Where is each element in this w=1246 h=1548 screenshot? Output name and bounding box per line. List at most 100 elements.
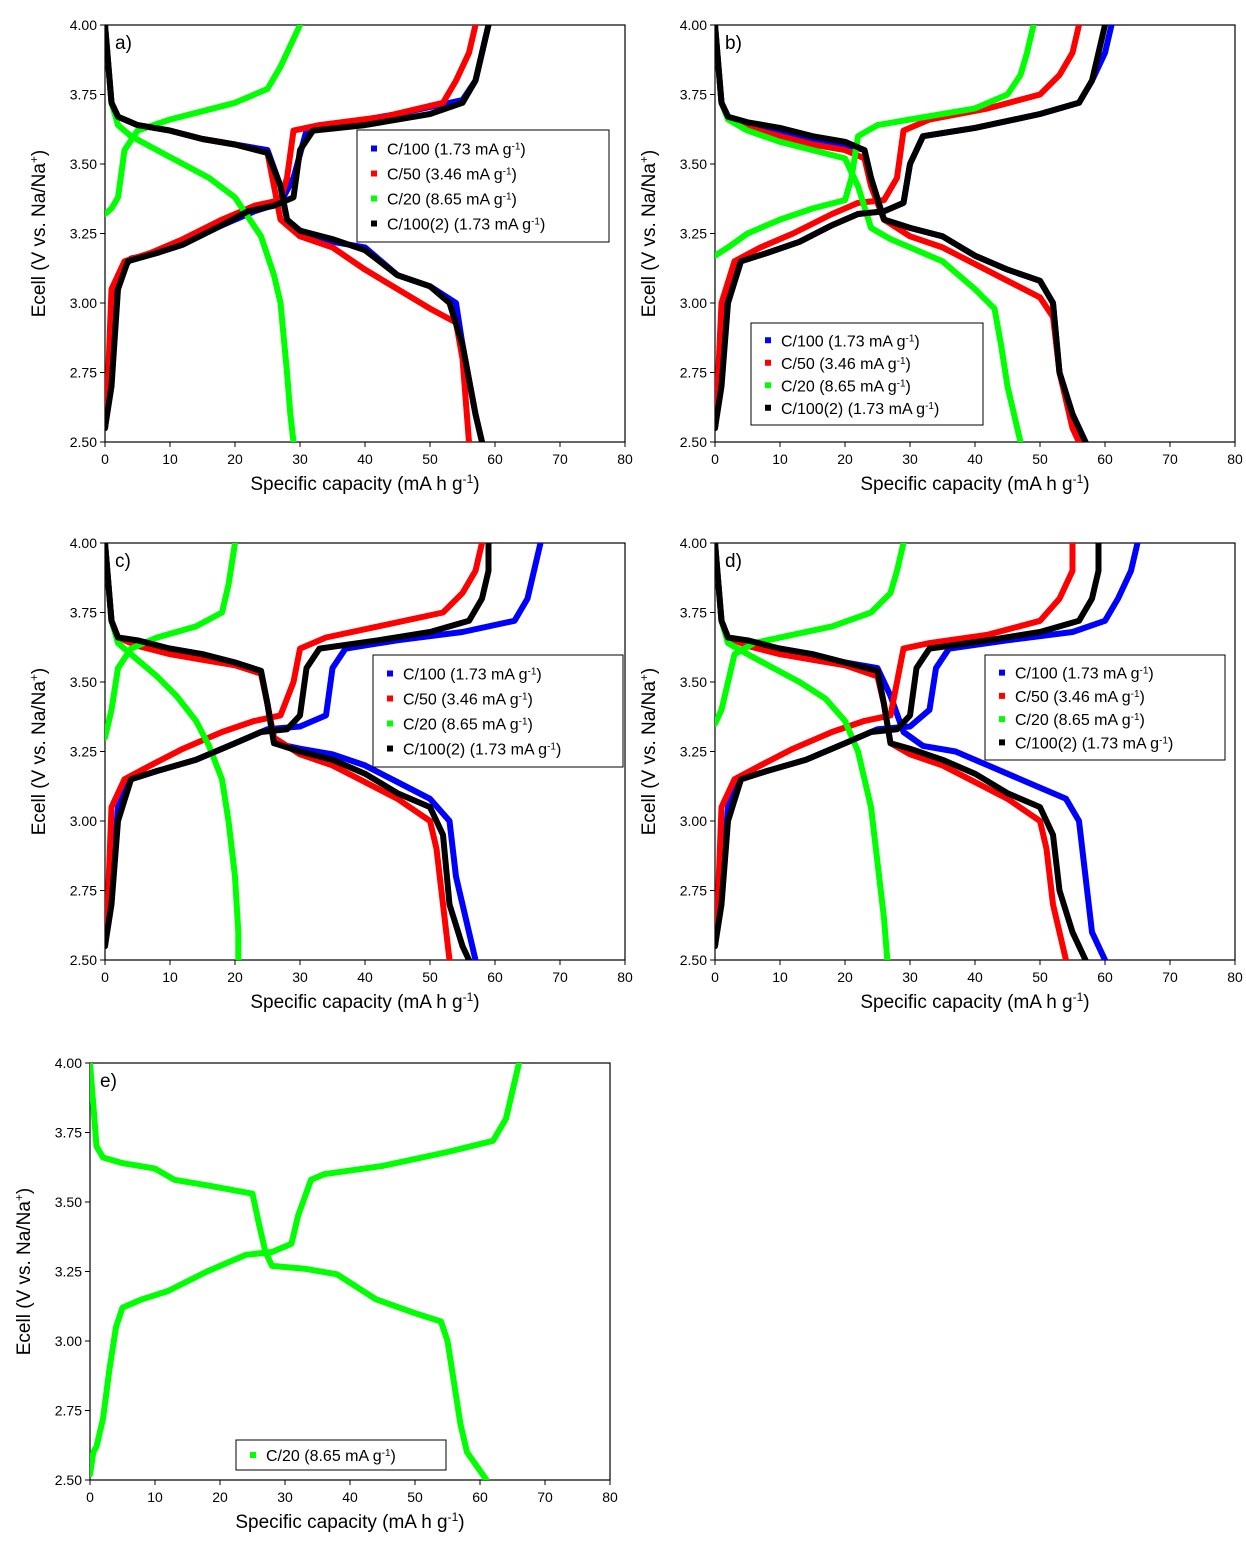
y-tick-label: 3.00 xyxy=(55,1333,82,1349)
series-line-charge xyxy=(105,543,492,950)
x-tick-label: 20 xyxy=(837,451,853,467)
y-axis-title: Ecell (V vs. Na/Na+) xyxy=(27,668,50,836)
legend-label: C/100(2) (1.73 mA g-1) xyxy=(403,741,561,759)
legend-marker xyxy=(371,220,377,227)
y-axis-title: Ecell (V vs. Na/Na+) xyxy=(637,150,660,318)
x-axis-title: Specific capacity (mA h g-1) xyxy=(860,472,1089,495)
y-tick-label: 2.75 xyxy=(70,883,97,899)
x-tick-label: 30 xyxy=(292,969,308,985)
y-tick-label: 3.50 xyxy=(680,156,707,172)
y-tick-label: 4.00 xyxy=(70,535,97,551)
y-tick-label: 3.00 xyxy=(70,813,97,829)
legend-label: C/20 (8.65 mA g-1) xyxy=(781,378,911,396)
x-tick-label: 50 xyxy=(422,451,438,467)
legend: C/100 (1.73 mA g-1) C/50 (3.46 mA g-1) C/2… xyxy=(372,654,624,768)
x-tick-label: 50 xyxy=(1032,969,1048,985)
series-line-discharge xyxy=(715,543,1089,960)
legend-label: C/100 (1.73 mA g-1) xyxy=(781,333,920,351)
x-axis-title: Specific capacity (mA h g-1) xyxy=(235,1510,464,1533)
legend: C/100 (1.73 mA g-1) C/50 (3.46 mA g-1) C/2… xyxy=(750,322,984,426)
x-tick-label: 70 xyxy=(537,1489,553,1505)
chart-panel-c: 0 10 20 30 40 50 60 70 80 2.50 2.75 3.00 3.25 3.50 3.7… xyxy=(27,535,633,1013)
legend-label: C/50 (3.46 mA g-1) xyxy=(1015,688,1145,706)
legend-marker xyxy=(765,359,771,366)
chart-panel-a: 0 10 20 30 40 50 60 70 80 2.50 2.75 3.00 3.25 3.50 3.7… xyxy=(27,17,633,495)
legend-label: C/20 (8.65 mA g-1) xyxy=(266,1448,396,1466)
series-line-discharge xyxy=(715,25,1024,442)
series-line-charge xyxy=(715,543,1076,950)
series-line-discharge xyxy=(105,543,472,960)
chart-panel-d: 0 10 20 30 40 50 60 70 80 2.50 2.75 3.00 3.25 3.50 3.7… xyxy=(637,535,1243,1013)
series-line-discharge xyxy=(105,543,242,960)
x-tick-label: 80 xyxy=(1227,969,1243,985)
legend-marker xyxy=(999,739,1005,746)
x-tick-label: 30 xyxy=(277,1489,293,1505)
x-tick-label: 60 xyxy=(487,969,503,985)
series-line-charge xyxy=(715,543,907,727)
series-line-discharge xyxy=(715,543,891,960)
legend-marker xyxy=(371,195,377,202)
legend-label: C/100(2) (1.73 mA g-1) xyxy=(781,400,939,418)
x-tick-label: 0 xyxy=(86,1489,94,1505)
series-line-discharge xyxy=(715,25,1089,442)
legend-box xyxy=(750,322,984,426)
x-tick-label: 50 xyxy=(1032,451,1048,467)
x-tick-label: 10 xyxy=(772,451,788,467)
x-tick-label: 40 xyxy=(357,969,373,985)
legend-marker xyxy=(387,695,393,702)
series-line-discharge xyxy=(105,25,297,442)
x-tick-label: 40 xyxy=(967,451,983,467)
x-tick-label: 60 xyxy=(1097,451,1113,467)
y-axis-title: Ecell (V vs. Na/Na+) xyxy=(12,1188,35,1356)
legend-box xyxy=(984,654,1226,761)
legend-box xyxy=(372,654,624,768)
x-tick-label: 70 xyxy=(552,451,568,467)
x-tick-label: 50 xyxy=(407,1489,423,1505)
legend-marker xyxy=(999,692,1005,699)
x-tick-label: 0 xyxy=(711,969,719,985)
x-tick-label: 80 xyxy=(617,969,633,985)
y-tick-label: 2.50 xyxy=(70,434,97,450)
chart-panel-b: 0 10 20 30 40 50 60 70 80 2.50 2.75 3.00 3.25 3.50 3.7… xyxy=(637,17,1243,495)
x-tick-label: 70 xyxy=(1162,451,1178,467)
x-tick-label: 10 xyxy=(772,969,788,985)
x-tick-label: 10 xyxy=(147,1489,163,1505)
legend-marker xyxy=(999,669,1005,676)
x-tick-label: 70 xyxy=(1162,969,1178,985)
legend-box xyxy=(235,1439,447,1471)
x-tick-label: 30 xyxy=(902,451,918,467)
y-tick-label: 2.75 xyxy=(70,365,97,381)
y-tick-label: 3.75 xyxy=(70,605,97,621)
x-tick-label: 40 xyxy=(342,1489,358,1505)
y-tick-label: 2.75 xyxy=(55,1403,82,1419)
legend-label: C/100 (1.73 mA g-1) xyxy=(387,141,526,159)
legend-box xyxy=(356,129,610,243)
series-line-charge xyxy=(105,25,303,217)
y-tick-label: 2.75 xyxy=(680,365,707,381)
legend-label: C/20 (8.65 mA g-1) xyxy=(403,716,533,734)
x-tick-label: 30 xyxy=(902,969,918,985)
legend-label: C/100 (1.73 mA g-1) xyxy=(1015,665,1154,683)
y-tick-label: 2.50 xyxy=(55,1472,82,1488)
legend-marker xyxy=(387,745,393,752)
x-tick-label: 0 xyxy=(101,451,109,467)
legend-marker xyxy=(387,720,393,727)
series-line-charge xyxy=(715,25,1082,432)
legend-marker xyxy=(765,337,771,344)
x-tick-label: 0 xyxy=(101,969,109,985)
y-tick-label: 2.50 xyxy=(680,952,707,968)
x-tick-label: 70 xyxy=(552,969,568,985)
legend-label: C/100 (1.73 mA g-1) xyxy=(403,666,542,684)
x-tick-label: 40 xyxy=(357,451,373,467)
y-tick-label: 3.50 xyxy=(70,156,97,172)
y-tick-label: 3.50 xyxy=(680,674,707,690)
y-tick-label: 3.25 xyxy=(680,226,707,242)
x-tick-label: 0 xyxy=(711,451,719,467)
panel-label: a) xyxy=(115,33,132,54)
x-axis-title: Specific capacity (mA h g-1) xyxy=(860,990,1089,1013)
x-tick-label: 80 xyxy=(602,1489,618,1505)
x-tick-label: 10 xyxy=(162,451,178,467)
y-tick-label: 3.50 xyxy=(70,674,97,690)
series-line-charge xyxy=(105,543,238,741)
x-tick-label: 10 xyxy=(162,969,178,985)
